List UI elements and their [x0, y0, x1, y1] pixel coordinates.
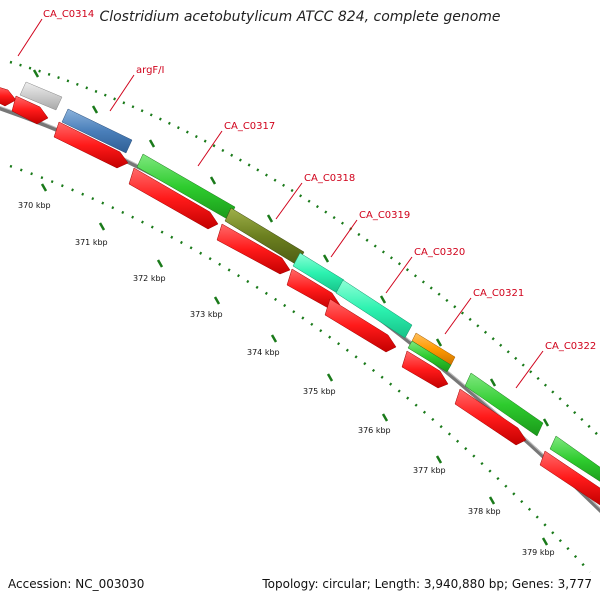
cds-arrow[interactable]	[216, 223, 291, 275]
cds-arrow[interactable]	[128, 167, 219, 230]
map-title: Clostridium acetobutylicum ATCC 824, com…	[99, 9, 501, 25]
backbone-highlight	[0, 105, 600, 509]
kbp-label: 376 kbp	[358, 426, 391, 435]
outer-major-ticks	[32, 69, 550, 427]
gene-label[interactable]: CA_C0321	[473, 288, 524, 299]
cds-arrow[interactable]	[454, 388, 527, 446]
accession-text: Accession: NC_003030	[8, 577, 145, 591]
kbp-label: 372 kbp	[133, 274, 166, 283]
cds-arrow[interactable]	[11, 95, 49, 125]
kbp-label: 379 kbp	[522, 548, 555, 557]
kbp-major-ticks	[40, 183, 549, 546]
feature-box-grey[interactable]	[19, 81, 63, 111]
kbp-label: 370 kbp	[18, 201, 51, 210]
cds-arrow[interactable]	[401, 350, 449, 389]
gene-label[interactable]: CA_C0318	[304, 173, 355, 184]
gene-labels: CA_C0314 argF/I CA_C0317 CA_C0318 CA_C03…	[43, 9, 596, 352]
feature-track	[19, 81, 600, 484]
feature-box-blue[interactable]	[61, 108, 133, 154]
feature-box-aqua[interactable]	[335, 279, 413, 339]
feature-box-green[interactable]	[549, 435, 600, 484]
cds-arrow[interactable]	[539, 450, 600, 506]
gene-label[interactable]: argF/I	[136, 65, 164, 76]
kbp-label: 371 kbp	[75, 238, 108, 247]
gene-label[interactable]: CA_C0317	[224, 121, 275, 132]
gene-label[interactable]: CA_C0320	[414, 247, 465, 258]
feature-box-green[interactable]	[407, 340, 452, 373]
kbp-label: 377 kbp	[413, 466, 446, 475]
gene-label[interactable]: CA_C0314	[43, 9, 94, 20]
gene-label[interactable]: CA_C0322	[545, 341, 596, 352]
kbp-label: 373 kbp	[190, 310, 223, 319]
feature-box-green[interactable]	[464, 372, 544, 437]
kbp-label: 378 kbp	[468, 507, 501, 516]
cds-arrow[interactable]	[53, 121, 129, 169]
backbone-outer	[0, 106, 600, 514]
label-leaders	[17, 18, 544, 389]
kbp-labels: 370 kbp 371 kbp 372 kbp 373 kbp 374 kbp …	[18, 201, 555, 557]
kbp-label: 375 kbp	[303, 387, 336, 396]
kbp-label: 374 kbp	[247, 348, 280, 357]
cds-arrow[interactable]	[324, 298, 397, 353]
genome-summary: Topology: circular; Length: 3,940,880 bp…	[262, 577, 592, 591]
cds-arrow[interactable]	[0, 86, 17, 107]
gene-label[interactable]: CA_C0319	[359, 210, 410, 221]
inner-tick-arc	[9, 164, 591, 573]
outer-tick-arc	[9, 60, 600, 439]
cds-track-red	[0, 86, 600, 506]
